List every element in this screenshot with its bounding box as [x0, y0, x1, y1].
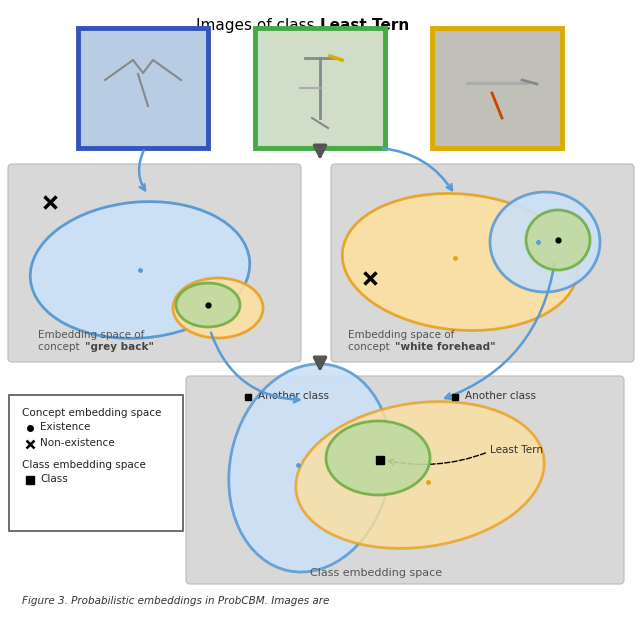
Text: Another class: Another class: [465, 391, 536, 401]
Text: Least Tern: Least Tern: [490, 445, 543, 455]
Text: Embedding space of: Embedding space of: [38, 330, 145, 340]
Text: "white forehead": "white forehead": [395, 342, 495, 352]
Text: Least Tern: Least Tern: [320, 18, 409, 33]
Text: Figure 3. Probabilistic embeddings in ProbCBM. Images are: Figure 3. Probabilistic embeddings in Pr…: [22, 596, 330, 606]
FancyBboxPatch shape: [186, 376, 624, 584]
Text: Non-existence: Non-existence: [40, 438, 115, 448]
Ellipse shape: [490, 192, 600, 292]
Ellipse shape: [526, 210, 590, 270]
Ellipse shape: [176, 283, 240, 327]
Ellipse shape: [342, 193, 578, 330]
Text: Images of class: Images of class: [196, 18, 320, 33]
FancyBboxPatch shape: [331, 164, 634, 362]
Bar: [432, 28, 562, 148]
Text: concept: concept: [38, 342, 83, 352]
Text: concept: concept: [348, 342, 393, 352]
Text: Class embedding space: Class embedding space: [310, 568, 442, 578]
Text: Class: Class: [40, 474, 68, 484]
Text: "grey back": "grey back": [85, 342, 154, 352]
Ellipse shape: [296, 402, 544, 548]
Bar: [255, 28, 385, 148]
Ellipse shape: [326, 421, 430, 495]
Text: Another class: Another class: [258, 391, 329, 401]
Ellipse shape: [30, 202, 250, 339]
Text: Embedding space of: Embedding space of: [348, 330, 454, 340]
FancyBboxPatch shape: [8, 164, 301, 362]
Ellipse shape: [173, 278, 263, 338]
Text: Existence: Existence: [40, 422, 90, 432]
Ellipse shape: [228, 364, 391, 572]
Text: Class embedding space: Class embedding space: [22, 460, 146, 470]
FancyBboxPatch shape: [9, 395, 183, 531]
Text: Concept embedding space: Concept embedding space: [22, 408, 161, 418]
Bar: [78, 28, 208, 148]
